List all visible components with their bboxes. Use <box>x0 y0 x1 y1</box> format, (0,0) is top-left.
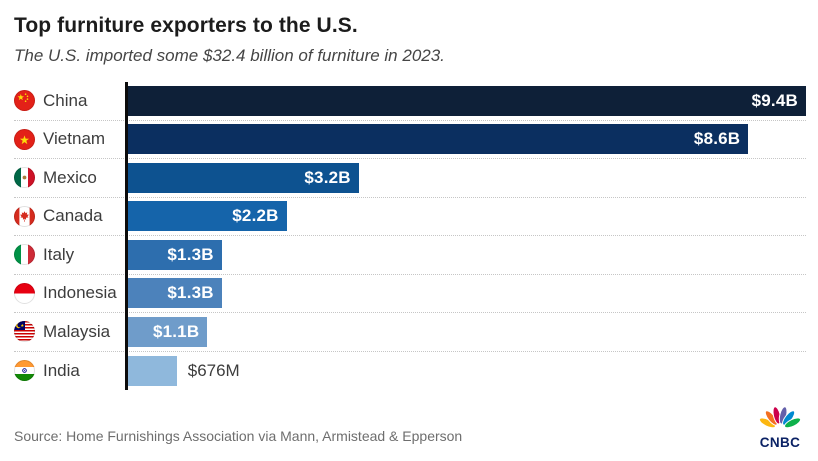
bar-chart: China $9.4B Vietnam $8.6B Mexico $3.2B Canada $… <box>14 82 806 390</box>
category-label-cell: Indonesia <box>14 282 125 304</box>
y-axis-line <box>125 82 128 390</box>
country-name: India <box>43 360 80 380</box>
value-label: $2.2B <box>232 206 279 226</box>
bar-cell: $9.4B <box>128 82 806 120</box>
chart-row: China $9.4B <box>14 82 806 121</box>
bar-cell: $3.2B <box>128 159 806 197</box>
category-label-cell: India <box>14 360 125 382</box>
chart-row: Italy $1.3B <box>14 236 806 275</box>
bar-cell: $1.1B <box>128 313 806 351</box>
value-label: $8.6B <box>693 129 741 149</box>
category-label-cell: China <box>14 90 125 112</box>
category-label-cell: Italy <box>14 244 125 266</box>
italy-flag-icon <box>14 244 35 266</box>
chart-subtitle: The U.S. imported some $32.4 billion of … <box>14 46 445 65</box>
cnbc-logo: CNBC <box>754 405 806 452</box>
indonesia-flag-icon <box>14 282 35 304</box>
chart-row: Mexico $3.2B <box>14 159 806 198</box>
footer: Source: Home Furnishings Association via… <box>14 404 806 452</box>
country-name: Italy <box>43 244 75 264</box>
bar-china: $9.4B <box>128 85 806 116</box>
chart-row: Canada $2.2B <box>14 198 806 236</box>
value-label: $676M <box>187 360 240 380</box>
cnbc-peacock-icon <box>758 405 802 436</box>
category-label-cell: Mexico <box>14 167 125 189</box>
chart-title: Top furniture exporters to the U.S. <box>14 14 358 37</box>
china-flag-icon <box>14 90 35 112</box>
cnbc-logo-text: CNBC <box>759 435 801 450</box>
canada-flag-icon <box>14 205 35 227</box>
category-label-cell: Canada <box>14 205 125 227</box>
value-label: $1.3B <box>167 244 214 264</box>
category-label-cell: Vietnam <box>14 128 125 150</box>
bar-india <box>128 355 177 386</box>
country-name: Mexico <box>43 167 97 187</box>
value-label: $1.3B <box>167 283 214 303</box>
bar-cell: $1.3B <box>128 275 806 313</box>
source-note: Source: Home Furnishings Association via… <box>14 428 463 444</box>
country-name: Canada <box>43 206 103 226</box>
mexico-flag-icon <box>14 167 35 189</box>
chart-row: Indonesia $1.3B <box>14 275 806 313</box>
bar-cell: $8.6B <box>128 121 806 159</box>
vietnam-flag-icon <box>14 128 35 150</box>
country-name: Malaysia <box>43 321 111 341</box>
bar-italy: $1.3B <box>128 239 222 270</box>
bar-canada: $2.2B <box>128 201 287 232</box>
bar-mexico: $3.2B <box>128 162 359 193</box>
chart-rows: China $9.4B Vietnam $8.6B Mexico $3.2B Canada $… <box>14 82 806 390</box>
value-label: $1.1B <box>152 321 200 341</box>
country-name: Vietnam <box>43 129 106 149</box>
bar-vietnam: $8.6B <box>128 124 749 155</box>
bar-cell: $2.2B <box>128 198 806 236</box>
malaysia-flag-icon <box>14 321 35 343</box>
chart-row: Malaysia $1.1B <box>14 313 806 352</box>
chart-row: India $676M <box>14 352 806 391</box>
value-label: $3.2B <box>304 167 351 187</box>
bar-indonesia: $1.3B <box>128 278 222 309</box>
category-label-cell: Malaysia <box>14 321 125 343</box>
bar-cell: $1.3B <box>128 236 806 274</box>
country-name: Indonesia <box>43 283 117 303</box>
value-label: $9.4B <box>751 90 798 110</box>
india-flag-icon <box>14 360 35 382</box>
chart-row: Vietnam $8.6B <box>14 121 806 159</box>
bar-cell: $676M <box>128 352 806 391</box>
country-name: China <box>43 90 88 110</box>
bar-malaysia: $1.1B <box>128 316 208 347</box>
